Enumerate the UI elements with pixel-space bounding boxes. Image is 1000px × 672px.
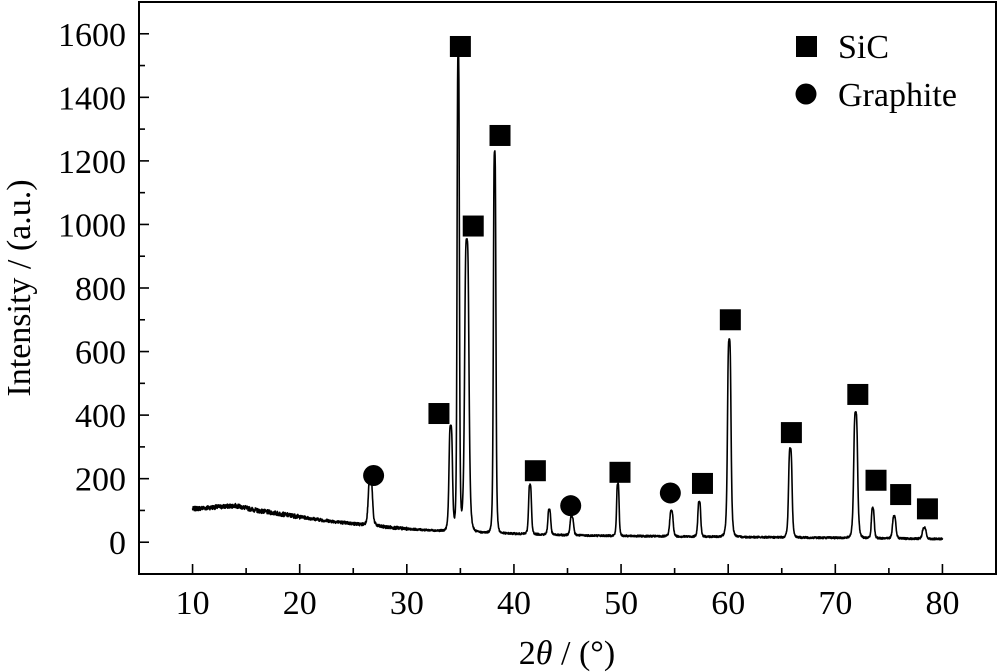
xrd-trace-line	[191, 51, 944, 541]
y-tick-label: 0	[109, 525, 126, 562]
x-tick-label: 10	[176, 585, 210, 622]
y-tick-label: 200	[75, 462, 126, 499]
y-tick-label: 400	[75, 398, 126, 435]
y-axis-label: Intensity / (a.u.)	[1, 179, 38, 396]
legend-circle-marker	[795, 83, 817, 105]
sic-peak-marker	[524, 460, 546, 482]
sic-peak-marker	[780, 422, 802, 444]
sic-peak-marker	[865, 469, 887, 491]
tick-labels: 10 20 30 40 50 60 70 80020040060080010001200140…	[58, 17, 959, 622]
y-tick-label: 1600	[58, 17, 126, 54]
sic-peak-marker	[609, 461, 631, 483]
legend: SiC Graphite	[795, 29, 957, 114]
x-tick-label: 60	[711, 585, 745, 622]
sic-peak-marker	[719, 309, 741, 331]
y-tick-label: 800	[75, 271, 126, 308]
legend-label-graphite: Graphite	[838, 77, 957, 114]
graphite-peak-marker	[560, 495, 582, 517]
x-tick-label: 80	[925, 585, 959, 622]
sic-peak-marker	[428, 403, 450, 425]
sic-peak-marker	[462, 215, 484, 237]
x-axis-label-prefix: 2	[519, 635, 536, 672]
sic-peak-marker	[916, 498, 938, 520]
legend-label-sic: SiC	[838, 29, 889, 66]
sic-peak-marker	[847, 383, 869, 405]
peak-markers	[363, 35, 938, 520]
y-tick-label: 1000	[58, 207, 126, 244]
sic-peak-marker	[449, 35, 471, 57]
x-tick-label: 40	[497, 585, 531, 622]
x-axis-label-suffix: / (°)	[553, 635, 616, 672]
y-tick-label: 600	[75, 335, 126, 372]
legend-square-marker	[796, 36, 817, 57]
y-tick-label: 1400	[58, 80, 126, 117]
x-tick-label: 50	[604, 585, 638, 622]
sic-peak-marker	[890, 484, 912, 506]
graphite-peak-marker	[363, 464, 385, 486]
axis-ticks	[138, 1, 997, 574]
x-tick-label: 70	[818, 585, 852, 622]
sic-peak-marker	[691, 472, 713, 494]
sic-peak-marker	[489, 124, 511, 146]
x-tick-label: 30	[390, 585, 424, 622]
x-axis-label: 2θ / (°)	[519, 635, 615, 672]
y-tick-label: 1200	[58, 144, 126, 181]
graphite-peak-marker	[659, 482, 681, 504]
x-axis-label-theta: θ	[536, 635, 553, 672]
x-tick-label: 20	[283, 585, 317, 622]
